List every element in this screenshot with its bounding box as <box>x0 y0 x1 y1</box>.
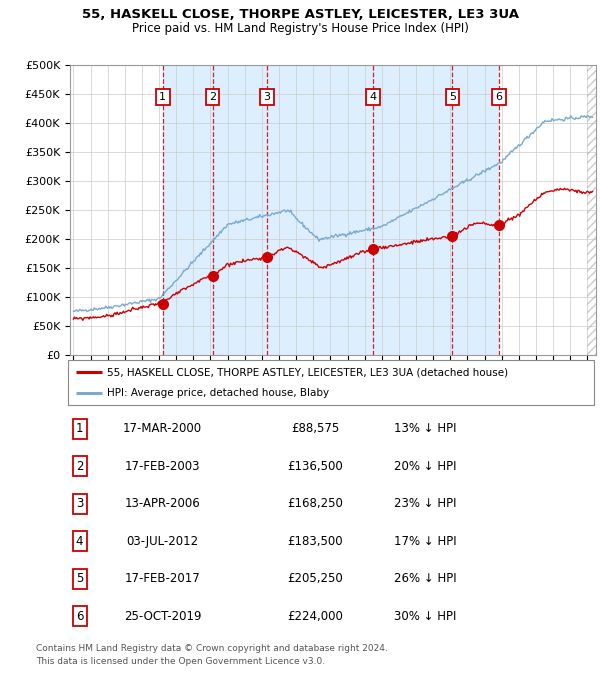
Text: £136,500: £136,500 <box>287 460 343 473</box>
Text: 26% ↓ HPI: 26% ↓ HPI <box>394 573 457 585</box>
Text: £224,000: £224,000 <box>287 610 343 623</box>
Text: 6: 6 <box>76 610 83 623</box>
Text: 2: 2 <box>209 92 216 102</box>
Text: 13-APR-2006: 13-APR-2006 <box>125 497 200 510</box>
Text: 6: 6 <box>495 92 502 102</box>
Text: This data is licensed under the Open Government Licence v3.0.: This data is licensed under the Open Gov… <box>36 657 325 666</box>
Text: 20% ↓ HPI: 20% ↓ HPI <box>394 460 457 473</box>
Text: 3: 3 <box>76 497 83 510</box>
Text: 17-FEB-2017: 17-FEB-2017 <box>125 573 200 585</box>
Text: 30% ↓ HPI: 30% ↓ HPI <box>394 610 457 623</box>
Text: 5: 5 <box>449 92 456 102</box>
Bar <box>163 65 499 355</box>
Text: 3: 3 <box>263 92 270 102</box>
Text: 2: 2 <box>76 460 83 473</box>
Text: 4: 4 <box>370 92 377 102</box>
FancyBboxPatch shape <box>68 360 594 405</box>
Text: 17-MAR-2000: 17-MAR-2000 <box>123 422 202 435</box>
Text: Contains HM Land Registry data © Crown copyright and database right 2024.: Contains HM Land Registry data © Crown c… <box>36 644 388 653</box>
Bar <box>587 65 600 355</box>
Text: 17-FEB-2003: 17-FEB-2003 <box>125 460 200 473</box>
Text: 1: 1 <box>159 92 166 102</box>
Text: HPI: Average price, detached house, Blaby: HPI: Average price, detached house, Blab… <box>107 388 329 398</box>
Text: 55, HASKELL CLOSE, THORPE ASTLEY, LEICESTER, LE3 3UA (detached house): 55, HASKELL CLOSE, THORPE ASTLEY, LEICES… <box>107 367 509 377</box>
Text: 4: 4 <box>76 534 83 548</box>
Text: 25-OCT-2019: 25-OCT-2019 <box>124 610 202 623</box>
Text: £168,250: £168,250 <box>287 497 343 510</box>
Text: 17% ↓ HPI: 17% ↓ HPI <box>394 534 457 548</box>
Text: 23% ↓ HPI: 23% ↓ HPI <box>394 497 457 510</box>
Text: 1: 1 <box>76 422 83 435</box>
Text: £183,500: £183,500 <box>287 534 343 548</box>
Text: 5: 5 <box>76 573 83 585</box>
Text: £88,575: £88,575 <box>291 422 340 435</box>
Text: 55, HASKELL CLOSE, THORPE ASTLEY, LEICESTER, LE3 3UA: 55, HASKELL CLOSE, THORPE ASTLEY, LEICES… <box>82 8 518 21</box>
Text: 13% ↓ HPI: 13% ↓ HPI <box>394 422 457 435</box>
Text: 03-JUL-2012: 03-JUL-2012 <box>127 534 199 548</box>
Text: £205,250: £205,250 <box>287 573 343 585</box>
Text: Price paid vs. HM Land Registry's House Price Index (HPI): Price paid vs. HM Land Registry's House … <box>131 22 469 35</box>
